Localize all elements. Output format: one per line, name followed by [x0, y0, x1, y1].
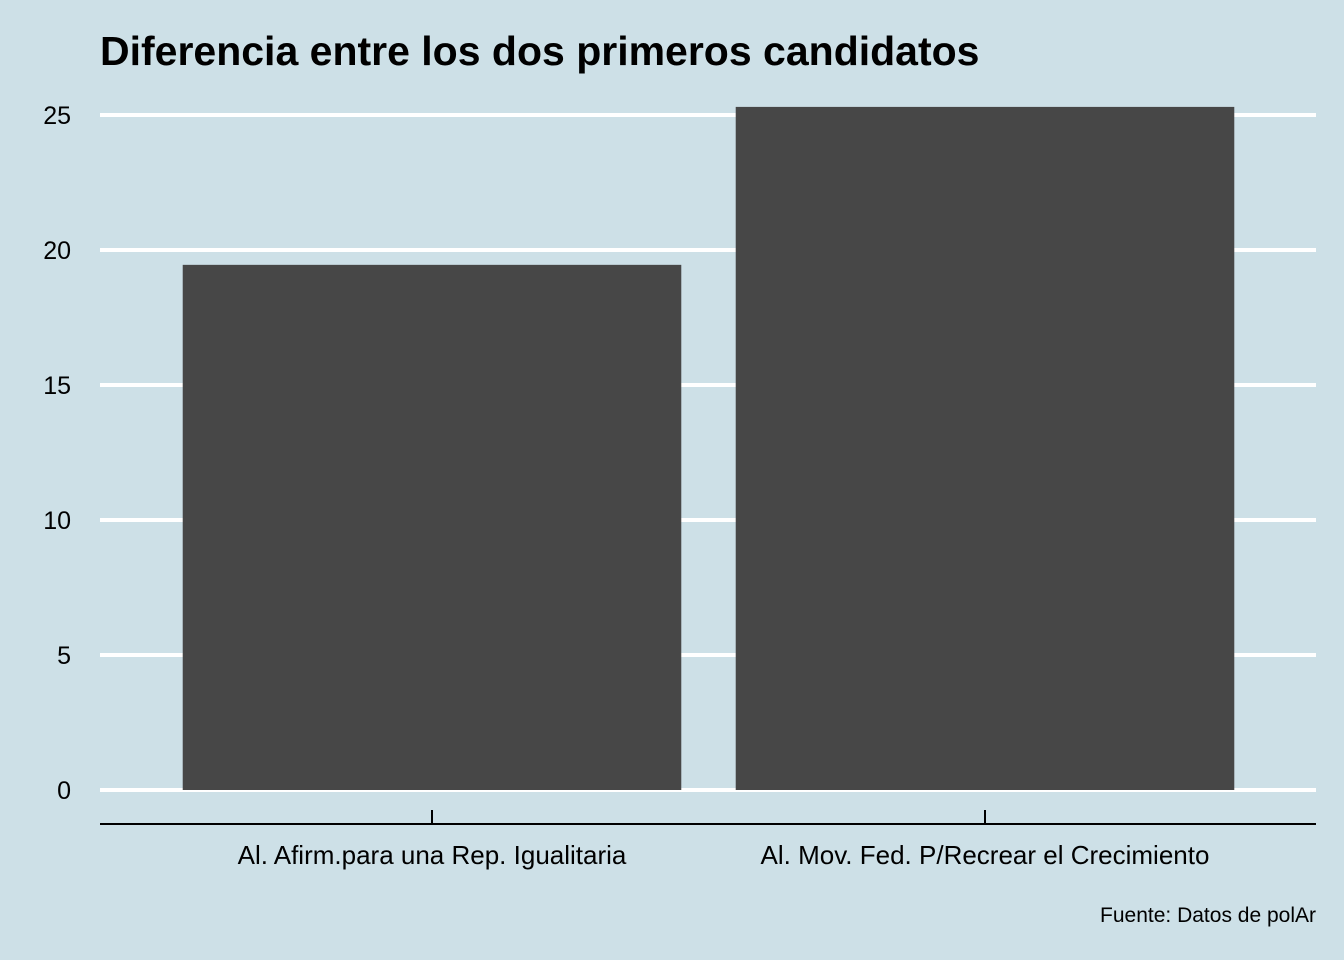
source-caption: Fuente: Datos de polAr — [1100, 904, 1316, 927]
bars — [182, 106, 1235, 791]
y-tick-label: 15 — [43, 372, 71, 400]
x-axis — [100, 810, 1316, 825]
y-tick-label: 0 — [57, 777, 71, 805]
y-tick-label: 25 — [43, 102, 71, 130]
y-tick-label: 5 — [57, 642, 71, 670]
bar-2 — [735, 106, 1235, 790]
chart-title: Diferencia entre los dos primeros candid… — [100, 28, 980, 74]
x-tick-labels: Al. Afirm.para una Rep. Igualitaria Al. M… — [238, 840, 1210, 870]
y-tick-label: 20 — [43, 237, 71, 265]
y-tick-label: 10 — [43, 507, 71, 535]
bar-1 — [182, 264, 682, 791]
x-tick-label: Al. Afirm.para una Rep. Igualitaria — [238, 840, 627, 870]
y-tick-labels: 0 5 10 15 20 25 — [43, 102, 71, 805]
x-tick-label: Al. Mov. Fed. P/Recrear el Crecimiento — [761, 840, 1210, 870]
